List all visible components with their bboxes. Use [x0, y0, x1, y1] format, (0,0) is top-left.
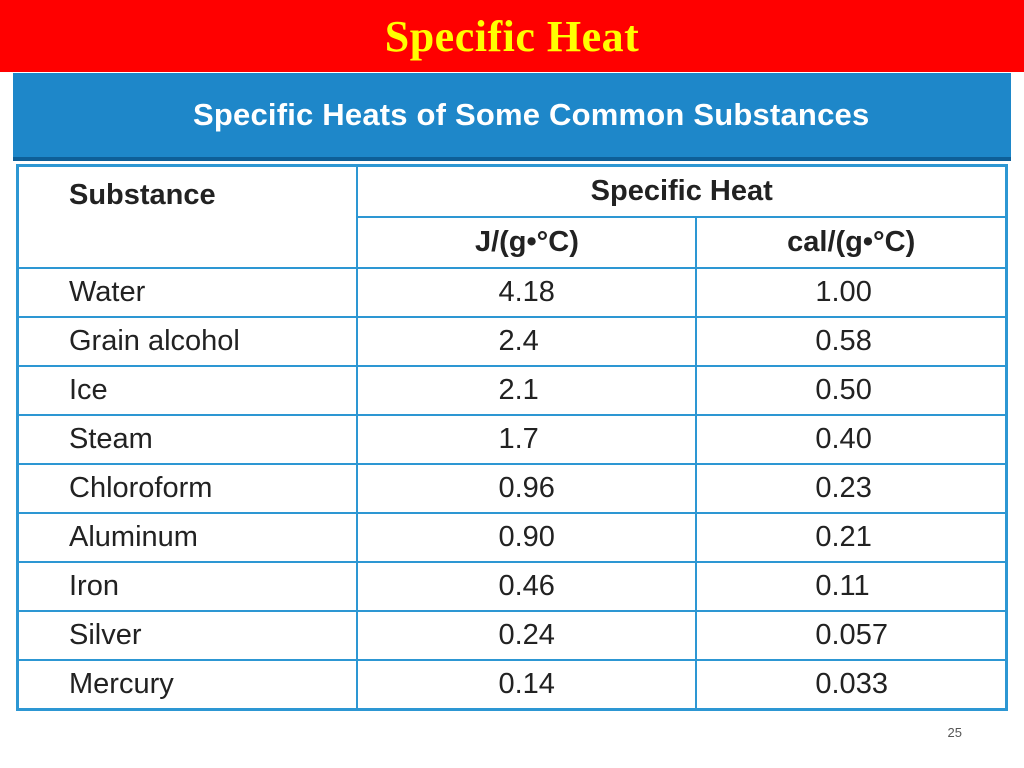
slide-title-bar: Specific Heat: [0, 0, 1024, 72]
cell-joules: 0.24: [356, 610, 698, 661]
cell-calories: 0.23: [695, 463, 1008, 514]
cell-substance: Ice: [16, 365, 359, 416]
cell-calories: 0.057: [695, 610, 1008, 661]
table-row: Steam 1.7 0.40: [16, 414, 1008, 465]
cell-joules: 0.46: [356, 561, 698, 612]
figure-caption: Specific Heats of Some Common Substances: [193, 97, 870, 132]
header-specific-heat: Specific Heat: [356, 164, 1008, 218]
cell-joules: 1.7: [356, 414, 698, 465]
cell-joules: 2.4: [356, 316, 698, 367]
slide-title: Specific Heat: [384, 11, 640, 61]
table-row: Iron 0.46 0.11: [16, 561, 1008, 612]
page-number: 25: [947, 725, 962, 740]
cell-calories: 0.11: [695, 561, 1008, 612]
cell-calories: 0.40: [695, 414, 1008, 465]
cell-substance: Steam: [16, 414, 359, 465]
cell-substance: Water: [16, 267, 359, 318]
table-row: Ice 2.1 0.50: [16, 365, 1008, 416]
cell-substance: Mercury: [16, 659, 359, 710]
specific-heat-table: Substance Specific Heat J/(g•°C) cal/(g•…: [16, 164, 1008, 711]
cell-calories: 0.58: [695, 316, 1008, 367]
cell-calories: 0.50: [695, 365, 1008, 416]
cell-substance: Chloroform: [16, 463, 359, 514]
cell-joules: 0.96: [356, 463, 698, 514]
cell-substance: Grain alcohol: [16, 316, 359, 367]
table-row: Water 4.18 1.00: [16, 267, 1008, 318]
header-unit-calories: cal/(g•°C): [695, 216, 1008, 269]
table-row: Silver 0.24 0.057: [16, 610, 1008, 661]
cell-joules: 0.90: [356, 512, 698, 563]
table-row: Aluminum 0.90 0.21: [16, 512, 1008, 563]
cell-calories: 0.033: [695, 659, 1008, 710]
table-row: Chloroform 0.96 0.23: [16, 463, 1008, 514]
table-row: Grain alcohol 2.4 0.58: [16, 316, 1008, 367]
cell-joules: 2.1: [356, 365, 698, 416]
cell-joules: 0.14: [356, 659, 698, 710]
cell-substance: Iron: [16, 561, 359, 612]
cell-substance: Silver: [16, 610, 359, 661]
cell-calories: 0.21: [695, 512, 1008, 563]
specific-heat-figure: Specific Heats of Some Common Substances…: [13, 73, 1011, 756]
cell-joules: 4.18: [356, 267, 698, 318]
cell-substance: Aluminum: [16, 512, 359, 563]
header-substance: Substance: [16, 164, 359, 269]
cell-calories: 1.00: [695, 267, 1008, 318]
figure-header: Specific Heats of Some Common Substances: [13, 73, 1011, 161]
header-unit-joules: J/(g•°C): [356, 216, 698, 269]
table-row: Mercury 0.14 0.033: [16, 659, 1008, 710]
